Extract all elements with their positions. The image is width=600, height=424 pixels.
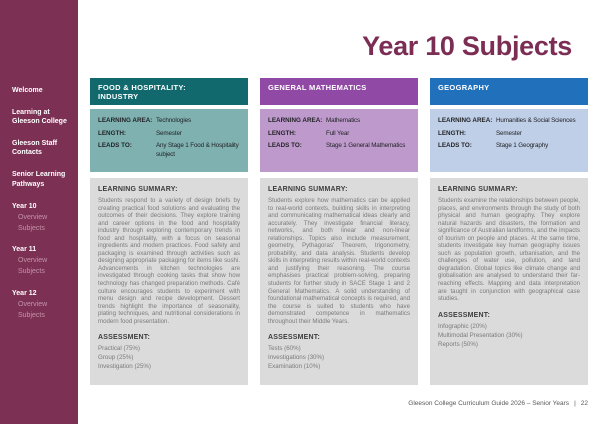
- subject-card-food-hospitality-industry: FOOD & HOSPITALITY: INDUSTRY LEARNING AR…: [90, 78, 248, 385]
- info-value: Semester: [156, 129, 182, 137]
- card-title-general-mathematics: GENERAL MATHEMATICS: [260, 78, 418, 105]
- info-value: Mathematics: [326, 117, 361, 124]
- learning-summary-text: Students examine the relationships betwe…: [438, 197, 580, 303]
- assessment-item: Investigations (30%): [268, 354, 325, 362]
- info-label: LEARNING AREA:: [438, 117, 493, 124]
- assessment-heading: ASSESSMENT:: [268, 334, 320, 342]
- info-row: LENGTH: Full Year: [268, 130, 410, 139]
- info-label: LEADS TO:: [438, 142, 472, 149]
- assessment-item: Multimodal Presentation (30%): [438, 331, 523, 339]
- card-info-general-mathematics: LEARNING AREA: Mathematics LENGTH: Full …: [260, 109, 418, 172]
- card-info-food-hospitality: LEARNING AREA: Technologies LENGTH: Seme…: [90, 109, 248, 172]
- assessment-item: Examination (10%): [268, 363, 321, 371]
- sidebar-item-year11[interactable]: Year 11: [12, 246, 37, 254]
- assessment-item: Practical (75%): [98, 345, 140, 353]
- info-row: LEARNING AREA: Humanities & Social Scien…: [438, 117, 580, 126]
- assessment-item: Reports (50%): [438, 340, 478, 348]
- info-label: LENGTH:: [438, 129, 466, 137]
- sidebar-item-year10[interactable]: Year 10: [12, 202, 37, 210]
- assessment-item: Tests (60%): [268, 345, 301, 353]
- assessment-heading: ASSESSMENT:: [98, 334, 150, 342]
- info-label: LEADS TO:: [98, 142, 132, 149]
- info-value: Humanities & Social Sciences: [496, 117, 576, 124]
- info-label: LEADS TO:: [268, 142, 302, 149]
- sidebar-group-year10: Year 10 Overview Subjects: [12, 202, 70, 234]
- card-summary-food-hospitality: LEARNING SUMMARY: Students respond to a …: [90, 178, 248, 385]
- footer-page-number: 22: [580, 400, 588, 407]
- sidebar-item-welcome[interactable]: Welcome: [12, 87, 43, 94]
- info-row: LEADS TO: Any Stage 1 Food & Hospitality…: [98, 142, 240, 159]
- assessment-heading: ASSESSMENT:: [438, 311, 490, 319]
- footer-separator: |: [574, 400, 576, 407]
- page-title: Year 10 Subjects: [362, 31, 572, 61]
- learning-summary-heading: LEARNING SUMMARY:: [98, 186, 178, 193]
- sidebar-item-year10-subjects[interactable]: Subjects: [18, 224, 45, 232]
- sidebar-item-learning-at-gleeson-college[interactable]: Learning at Gleeson College: [12, 109, 67, 126]
- footer: Gleeson College Curriculum Guide 2026 – …: [408, 400, 588, 407]
- learning-summary-heading: LEARNING SUMMARY:: [438, 186, 518, 193]
- subject-cards: FOOD & HOSPITALITY: INDUSTRY LEARNING AR…: [90, 78, 588, 385]
- sidebar-item-year12[interactable]: Year 12: [12, 290, 37, 298]
- card-info-geography: LEARNING AREA: Humanities & Social Scien…: [430, 109, 588, 172]
- card-summary-general-mathematics: LEARNING SUMMARY: Students explore how m…: [260, 178, 418, 385]
- sidebar-group-year12: Year 12 Overview Subjects: [12, 289, 70, 321]
- sidebar-group-year11: Year 11 Overview Subjects: [12, 245, 70, 277]
- subject-card-general-mathematics: GENERAL MATHEMATICS LEARNING AREA: Mathe…: [260, 78, 418, 385]
- info-value: Stage 1 Geography: [496, 142, 549, 149]
- subject-card-geography: GEOGRAPHY LEARNING AREA: Humanities & So…: [430, 78, 588, 385]
- card-summary-geography: LEARNING SUMMARY: Students examine the r…: [430, 178, 588, 385]
- info-row: LEARNING AREA: Technologies: [98, 117, 240, 126]
- sidebar-item-senior-learning-pathways[interactable]: Senior Learning Pathways: [12, 171, 66, 188]
- assessment-item: Group (25%): [98, 354, 134, 362]
- info-value: Full Year: [326, 129, 350, 137]
- sidebar: Welcome Learning at Gleeson College Glee…: [0, 0, 78, 424]
- card-title-geography: GEOGRAPHY: [430, 78, 588, 105]
- sidebar-item-year12-subjects[interactable]: Subjects: [18, 311, 45, 319]
- card-title-food-hospitality: FOOD & HOSPITALITY: INDUSTRY: [90, 78, 248, 105]
- learning-summary-text: Students explore how mathematics can be …: [268, 197, 410, 325]
- info-row: LEADS TO: Stage 1 Geography: [438, 142, 580, 151]
- assessment-item: Infographic (20%): [438, 322, 487, 330]
- info-value: Semester: [496, 129, 522, 137]
- footer-text: Gleeson College Curriculum Guide 2026 – …: [408, 400, 570, 407]
- info-label: LEARNING AREA:: [268, 117, 323, 124]
- sidebar-item-year10-overview[interactable]: Overview: [18, 213, 48, 221]
- info-label: LENGTH:: [98, 129, 126, 137]
- info-row: LEADS TO: Stage 1 General Mathematics: [268, 142, 410, 151]
- sidebar-item-gleeson-staff-contacts[interactable]: Gleeson Staff Contacts: [12, 140, 58, 157]
- info-label: LENGTH:: [268, 129, 296, 137]
- learning-summary-heading: LEARNING SUMMARY:: [268, 186, 348, 193]
- assessment-item: Investigation (25%): [98, 363, 151, 371]
- info-value: Stage 1 General Mathematics: [326, 142, 406, 149]
- sidebar-item-year12-overview[interactable]: Overview: [18, 301, 48, 309]
- sidebar-item-year11-overview[interactable]: Overview: [18, 257, 48, 265]
- info-value: Technologies: [156, 117, 191, 124]
- info-label: LEARNING AREA:: [98, 117, 153, 124]
- sidebar-item-year11-subjects[interactable]: Subjects: [18, 268, 45, 276]
- info-row: LEARNING AREA: Mathematics: [268, 117, 410, 126]
- info-value: Any Stage 1 Food & Hospitality subject: [156, 142, 239, 158]
- learning-summary-text: Students respond to a variety of design …: [98, 197, 240, 325]
- info-row: LENGTH: Semester: [98, 130, 240, 139]
- info-row: LENGTH: Semester: [438, 130, 580, 139]
